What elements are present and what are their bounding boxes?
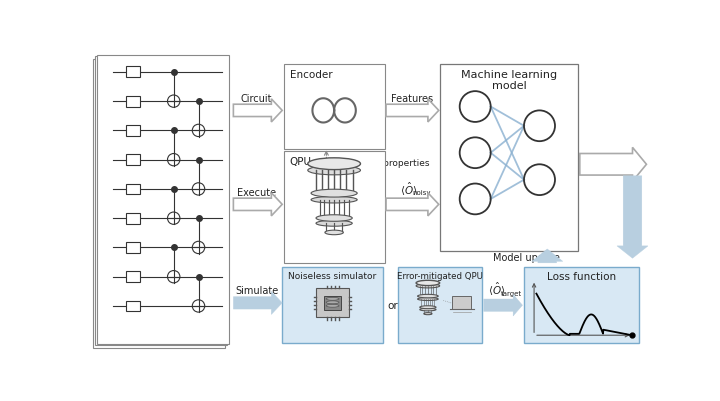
Ellipse shape (326, 298, 339, 300)
FancyBboxPatch shape (126, 184, 140, 195)
Ellipse shape (416, 281, 440, 286)
Text: Machine learning
model: Machine learning model (462, 70, 557, 91)
Polygon shape (386, 193, 438, 216)
FancyBboxPatch shape (126, 126, 140, 136)
Text: X: X (129, 97, 136, 106)
Text: Execute: Execute (237, 187, 276, 197)
Text: Noiseless simulator: Noiseless simulator (289, 271, 377, 280)
Text: Q1: Q1 (99, 97, 112, 106)
Text: Q6: Q6 (99, 243, 112, 252)
Ellipse shape (316, 221, 352, 227)
FancyBboxPatch shape (96, 57, 228, 345)
FancyBboxPatch shape (126, 301, 140, 312)
Text: Q7: Q7 (99, 273, 112, 282)
FancyBboxPatch shape (126, 243, 140, 253)
Polygon shape (233, 99, 282, 123)
FancyBboxPatch shape (441, 65, 578, 251)
FancyBboxPatch shape (126, 155, 140, 166)
Ellipse shape (326, 301, 339, 304)
FancyBboxPatch shape (282, 268, 383, 343)
Text: Q3: Q3 (99, 156, 112, 165)
Text: Q0: Q0 (99, 68, 112, 77)
Text: H: H (128, 185, 137, 194)
Text: Model update: Model update (493, 252, 560, 262)
Text: noisy: noisy (413, 190, 431, 196)
Text: X: X (129, 273, 136, 282)
FancyBboxPatch shape (126, 97, 140, 107)
FancyBboxPatch shape (452, 296, 471, 309)
FancyBboxPatch shape (316, 289, 349, 318)
Text: Q4: Q4 (99, 185, 112, 194)
Ellipse shape (420, 306, 436, 309)
FancyBboxPatch shape (93, 60, 225, 348)
Text: Error-mitigated QPU: Error-mitigated QPU (397, 271, 483, 280)
Polygon shape (386, 99, 438, 123)
Ellipse shape (416, 284, 440, 288)
FancyBboxPatch shape (126, 67, 140, 78)
Text: H: H (128, 243, 137, 252)
Polygon shape (580, 148, 647, 182)
Text: H: H (128, 68, 137, 77)
Text: $\langle\hat{O}\rangle$: $\langle\hat{O}\rangle$ (400, 180, 418, 197)
Ellipse shape (307, 166, 361, 175)
Text: $\langle\hat{O}\rangle$: $\langle\hat{O}\rangle$ (487, 280, 505, 298)
Ellipse shape (326, 305, 339, 308)
Text: Q8: Q8 (99, 302, 112, 311)
FancyBboxPatch shape (126, 213, 140, 224)
Text: X: X (129, 214, 136, 223)
Ellipse shape (424, 313, 432, 315)
FancyBboxPatch shape (284, 65, 384, 150)
Ellipse shape (418, 298, 438, 301)
FancyBboxPatch shape (524, 268, 639, 343)
Ellipse shape (420, 308, 436, 311)
Polygon shape (233, 292, 282, 315)
FancyBboxPatch shape (97, 56, 229, 344)
Polygon shape (532, 249, 563, 263)
Text: Back-end properties: Back-end properties (338, 159, 430, 168)
Text: X: X (129, 156, 136, 165)
FancyBboxPatch shape (284, 152, 384, 263)
Text: or: or (387, 300, 397, 310)
Polygon shape (617, 176, 648, 259)
Ellipse shape (418, 295, 438, 298)
Text: QPU: QPU (289, 156, 311, 166)
FancyBboxPatch shape (398, 268, 482, 343)
Text: Simulate: Simulate (235, 286, 278, 296)
Ellipse shape (311, 197, 357, 203)
Text: Encoder: Encoder (290, 70, 333, 80)
Ellipse shape (307, 158, 361, 170)
FancyBboxPatch shape (325, 296, 341, 310)
FancyBboxPatch shape (126, 271, 140, 282)
Ellipse shape (311, 190, 357, 198)
Text: Q5: Q5 (99, 214, 112, 223)
Polygon shape (233, 193, 282, 216)
Text: Loss function: Loss function (546, 271, 616, 281)
Text: Circuit: Circuit (241, 93, 272, 103)
Text: H: H (128, 302, 137, 311)
Text: H: H (128, 127, 137, 136)
Text: target: target (500, 290, 522, 296)
Ellipse shape (316, 215, 352, 222)
Polygon shape (484, 295, 523, 316)
Ellipse shape (325, 231, 343, 235)
Text: Q2: Q2 (99, 127, 112, 136)
Text: Features: Features (392, 93, 433, 103)
